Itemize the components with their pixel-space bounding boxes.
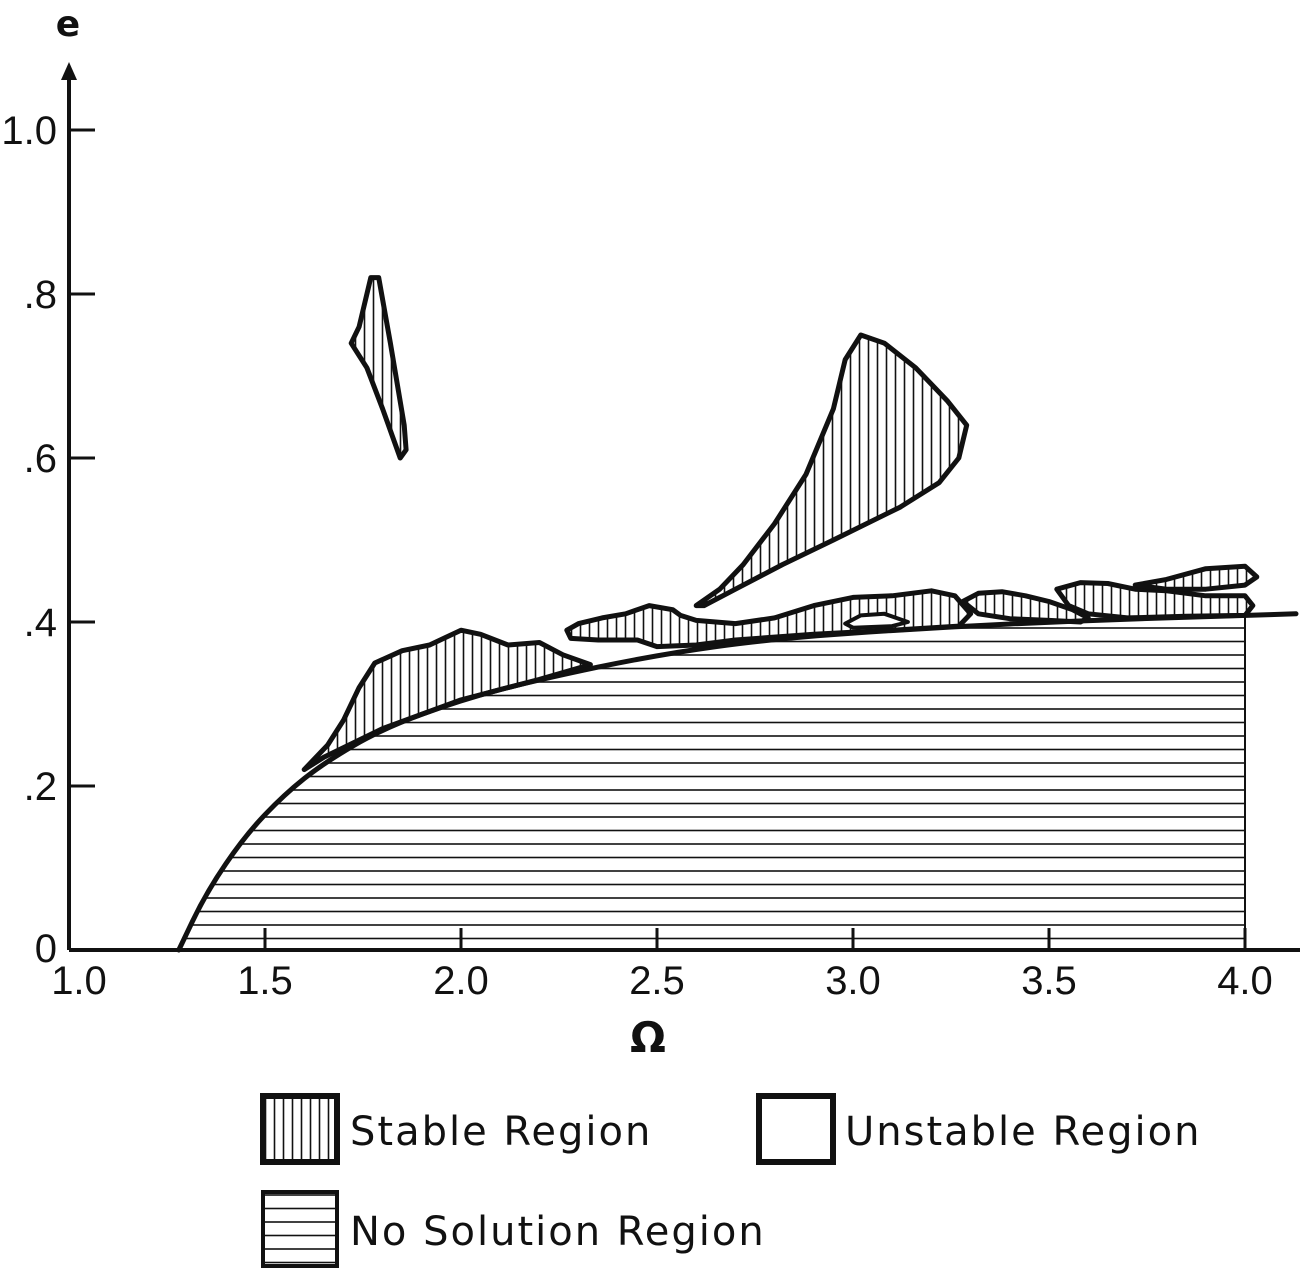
x-tick-label: 1.0 — [51, 959, 107, 1003]
y-tick-label: .2 — [24, 765, 57, 809]
y-tick-label: 0 — [35, 927, 57, 971]
y-axis-title: e — [56, 4, 80, 45]
x-tick-label: 2.5 — [629, 959, 685, 1003]
stable-region — [693, 332, 970, 609]
legend-swatch-stable — [260, 1093, 340, 1165]
stable-region — [564, 588, 974, 650]
axes — [61, 62, 1300, 952]
y-tick-label: .4 — [24, 601, 57, 645]
x-ticks: 1.0 1.5 2.0 2.5 3.0 3.5 4.0 — [51, 928, 1273, 1003]
y-tick-label: .6 — [24, 437, 57, 481]
x-tick-label: 2.0 — [433, 959, 489, 1003]
legend-label-stable: Stable Region — [350, 1109, 652, 1155]
stable-regions — [301, 275, 1260, 773]
stable-region — [348, 275, 409, 461]
y-ticks: 0 .2 .4 .6 .8 1.0 — [1, 109, 95, 971]
x-axis-title: Ω — [630, 1013, 666, 1062]
unstable-pockets — [843, 611, 910, 630]
boundary-curve — [176, 611, 1299, 953]
stable-region — [1132, 563, 1260, 592]
legend-label-unstable: Unstable Region — [845, 1109, 1201, 1155]
legend: Stable Region Unstable Region No Solutio… — [260, 1093, 1201, 1268]
stable-region — [960, 589, 1091, 625]
no-solution-area — [178, 615, 1245, 950]
x-tick-label: 3.0 — [825, 959, 881, 1003]
legend-swatch-no-solution — [261, 1190, 339, 1268]
no-solution-region — [178, 615, 1246, 950]
legend-swatch-unstable — [756, 1093, 836, 1165]
y-axis-arrow — [61, 62, 77, 80]
boundary-curve-line — [176, 611, 1299, 953]
x-tick-label: 4.0 — [1217, 959, 1273, 1003]
legend-label-no-solution: No Solution Region — [350, 1209, 766, 1255]
x-tick-label: 1.5 — [237, 959, 293, 1003]
stable-region — [1054, 580, 1256, 621]
unstable-pocket — [843, 611, 910, 630]
y-tick-label: .8 — [24, 273, 57, 317]
y-tick-label: 1.0 — [1, 109, 57, 153]
x-tick-label: 3.5 — [1021, 959, 1077, 1003]
